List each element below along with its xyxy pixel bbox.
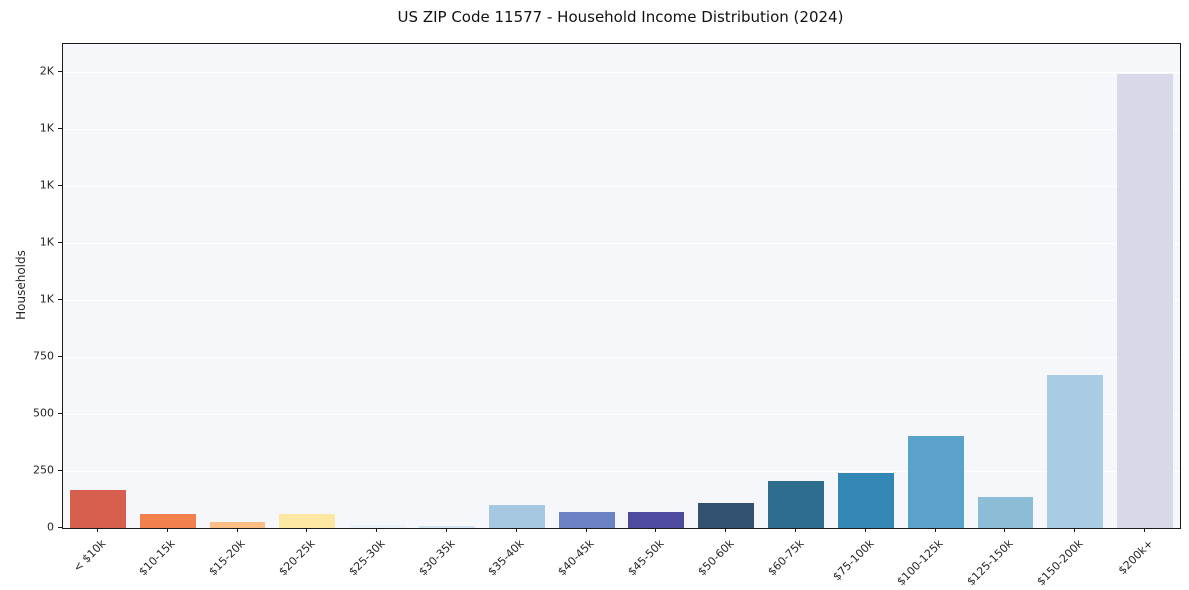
x-tick-mark (934, 528, 936, 532)
y-tick-label: 500 (33, 406, 54, 420)
x-tick-mark (306, 528, 308, 532)
x-tick-label: $15-20k (206, 537, 248, 579)
bar-$200k+ (1117, 74, 1173, 528)
y-tick-label: 1K (39, 292, 54, 306)
plot-background (63, 44, 1180, 528)
bar-< $10k (69, 490, 126, 528)
bar-$60-75k (768, 481, 824, 528)
gridline (63, 357, 1180, 358)
x-tick-label: $150-200k (1034, 537, 1086, 589)
bar-$10-15k (139, 514, 196, 528)
y-tick-mark (58, 242, 62, 244)
bar-$150-200k (1047, 375, 1104, 528)
x-tick-mark (1144, 528, 1146, 532)
bar-$50-60k (698, 502, 755, 528)
plot-area (62, 43, 1181, 529)
x-tick-mark (585, 528, 587, 532)
gridline (63, 186, 1180, 188)
gridline (63, 300, 1180, 302)
x-tick-mark (445, 528, 447, 532)
x-tick-label: $10-15k (136, 537, 178, 579)
y-tick-mark (58, 299, 62, 301)
bar-$100-125k (907, 435, 964, 528)
x-tick-label: $60-75k (764, 537, 807, 579)
bar-$45-50k (628, 512, 685, 528)
bar-$15-20k (209, 522, 266, 528)
bar-$30-35k (419, 525, 475, 528)
bar-$35-40k (488, 505, 545, 528)
x-tick-mark (1004, 528, 1006, 532)
gridline (63, 471, 1180, 472)
x-tick-mark (515, 528, 517, 532)
x-tick-mark (864, 528, 866, 532)
gridline (63, 414, 1180, 415)
bar-$40-45k (558, 512, 615, 528)
y-axis-label: Households (14, 250, 28, 320)
y-tick-label: 1K (39, 178, 54, 192)
x-tick-label: $40-45k (555, 537, 597, 579)
x-tick-mark (655, 528, 657, 532)
bar-$20-25k (279, 514, 336, 528)
gridline (63, 243, 1180, 245)
y-tick-mark (58, 128, 62, 130)
y-tick-label: 1K (39, 235, 54, 249)
x-tick-mark (376, 528, 378, 532)
x-tick-label: $100-125k (894, 537, 946, 589)
chart-title: US ZIP Code 11577 - Household Income Dis… (397, 8, 844, 26)
bar-$75-100k (837, 473, 894, 528)
x-tick-label: $45-50k (625, 537, 667, 579)
x-tick-mark (166, 528, 168, 532)
x-tick-label: $35-40k (485, 537, 527, 579)
x-tick-mark (725, 528, 727, 532)
gridline (63, 129, 1180, 131)
y-tick-mark (58, 527, 62, 528)
y-tick-label: 2K (39, 64, 54, 78)
x-tick-mark (795, 528, 797, 532)
y-tick-mark (58, 185, 62, 187)
x-tick-label: $200k+ (1115, 537, 1156, 578)
y-tick-label: 250 (33, 463, 54, 477)
x-tick-mark (236, 528, 238, 532)
x-tick-label: $25-30k (346, 537, 388, 579)
bar-$25-30k (349, 525, 406, 528)
y-tick-label: 0 (47, 520, 54, 534)
y-tick-label: 1K (39, 121, 54, 135)
x-tick-label: < $10k (70, 537, 109, 575)
x-tick-label: $30-35k (415, 537, 458, 579)
gridline (63, 72, 1180, 74)
x-tick-mark (1074, 528, 1076, 532)
x-tick-label: $125-150k (964, 537, 1016, 589)
y-tick-label: 750 (33, 349, 54, 363)
y-tick-mark (58, 71, 62, 73)
y-tick-mark (58, 413, 62, 414)
x-tick-mark (96, 528, 98, 532)
x-tick-label: $20-25k (276, 537, 318, 579)
bar-$125-150k (977, 497, 1034, 528)
x-tick-label: $50-60k (695, 537, 737, 579)
x-tick-label: $75-100k (829, 537, 877, 584)
y-tick-mark (58, 356, 62, 357)
y-tick-mark (58, 470, 62, 471)
